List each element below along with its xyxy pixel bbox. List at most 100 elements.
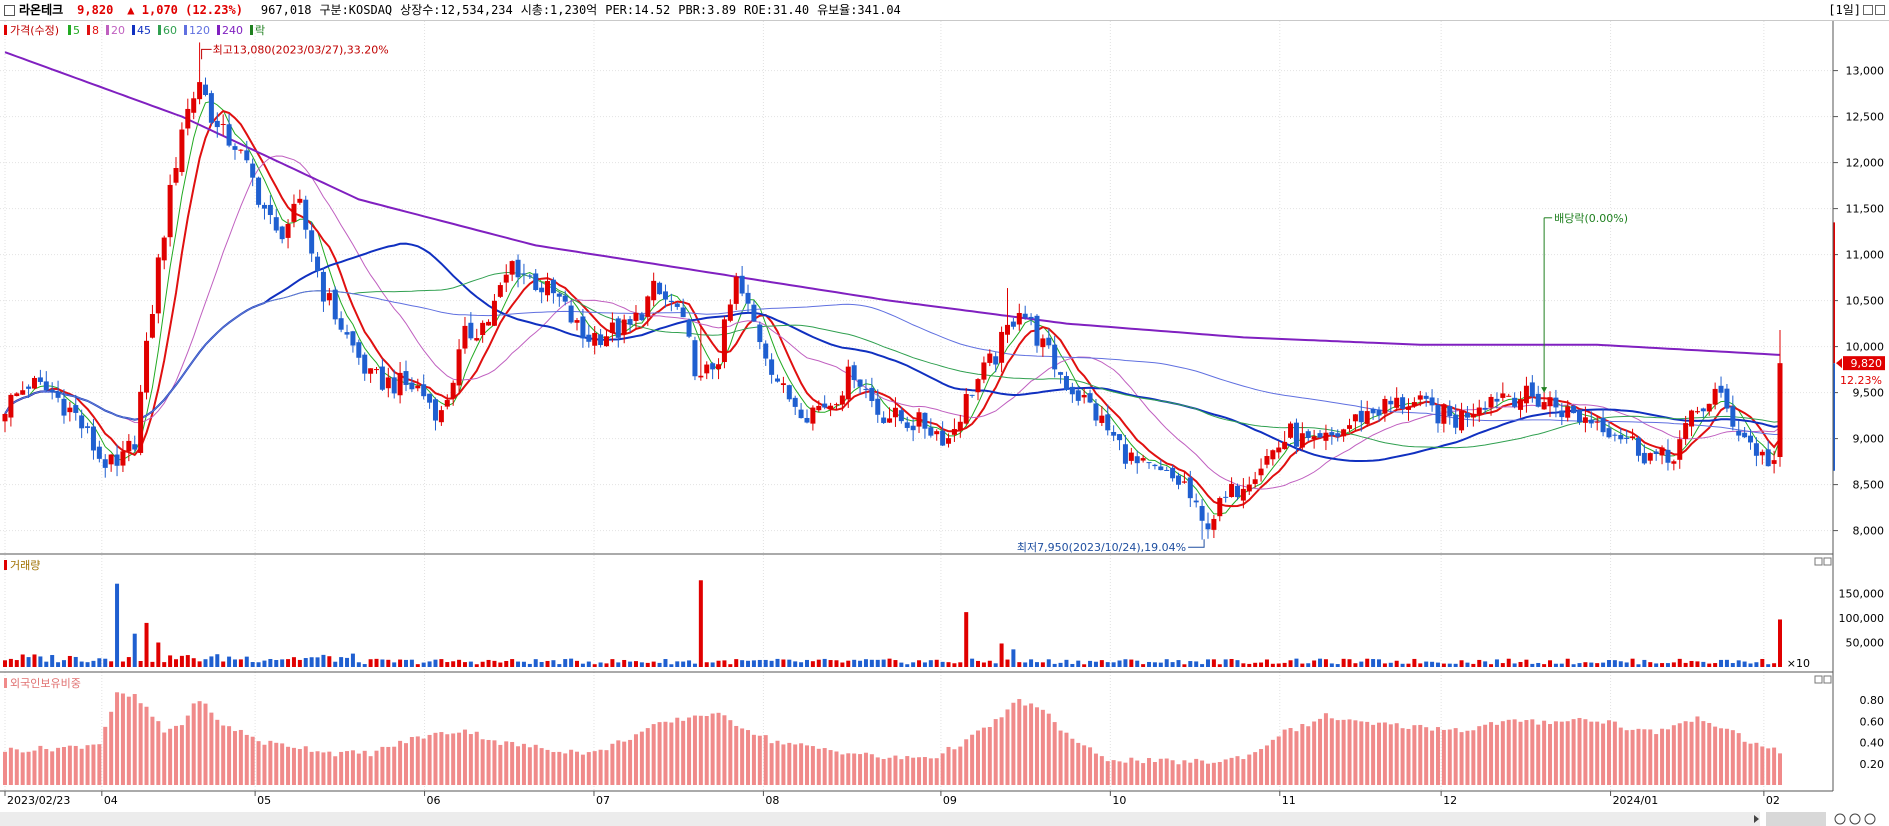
volume-bar [221,661,226,667]
volume-bar [492,660,497,667]
foreign-bar [516,746,521,785]
volume-bar [1677,658,1682,667]
zoom-in-icon[interactable] [1849,813,1861,825]
candle-body [1282,441,1288,450]
foreign-bar [1388,724,1393,785]
legend-ma-label: 45 [137,24,151,37]
volume-panel-min-icon[interactable] [1814,557,1823,566]
volume-bar [775,658,780,667]
candle-body [1494,398,1500,402]
close-icon[interactable] [1875,5,1885,15]
volume-bar [1742,661,1747,667]
candle-body [67,407,73,413]
legend-ma-label: 120 [189,24,210,37]
volume-bar [858,660,863,667]
volume-bar [1323,659,1328,667]
foreign-bar [1017,699,1022,785]
volume-bar [1471,663,1476,667]
zoom-out-icon[interactable] [1834,813,1846,825]
candle-body [267,204,273,216]
candle-body [1753,443,1759,456]
foreign-bar [474,731,479,785]
foreign-bar [1093,753,1098,785]
foreign-bar [303,746,308,785]
candle-body [556,293,562,297]
candle-body [987,353,993,363]
volume-bar [586,661,591,667]
volume-bar [1200,664,1205,667]
foreign-panel-close-icon[interactable] [1823,675,1832,684]
volume-bar [751,660,756,667]
minimize-icon[interactable] [1863,5,1873,15]
foreign-bar [1282,729,1287,785]
volume-bar [126,657,131,667]
foreign-bar [1211,762,1216,785]
foreign-bar [1654,734,1659,785]
candle-body [527,275,533,277]
zoom-controls[interactable] [1834,813,1876,825]
volume-bar [1335,664,1340,667]
candle-body [916,412,922,427]
foreign-panel-min-icon[interactable] [1814,675,1823,684]
volume-bar [486,659,491,667]
candle-body [892,407,898,418]
foreign-bar [1648,729,1653,785]
candle-body [1288,423,1294,438]
candle-body [1164,469,1170,471]
volume-bar [1359,661,1364,667]
candle-body [1352,414,1358,422]
candle-body [822,403,828,408]
candle-body [769,359,775,375]
horizontal-scrollbar[interactable] [0,812,1760,826]
foreign-bar [1760,746,1765,785]
volume-bar [179,655,184,667]
candle-body [1665,449,1671,463]
volume-bar [56,662,61,667]
candle-body [415,385,421,389]
candle-body [202,84,208,95]
candle-body [1453,414,1459,428]
volume-bar [716,660,721,667]
volume-bar [421,662,426,667]
volume-bar [1205,659,1210,667]
foreign-bar [3,751,7,785]
date-tick-label: 10 [1112,794,1126,807]
candle-body [1140,458,1146,461]
candle-body [668,300,674,303]
volume-bar [804,659,809,667]
volume-bar [67,655,72,667]
period-selector[interactable]: [1일] [1828,3,1861,17]
volume-panel-close-icon[interactable] [1823,557,1832,566]
legend-ma-swatch [87,25,90,35]
volume-bar [1642,659,1647,667]
volume-bar [480,661,485,667]
foreign-bar [704,716,709,785]
candle-body [1193,500,1199,503]
zoom-reset-icon[interactable] [1864,813,1876,825]
foreign-bar [580,754,585,785]
volume-bar [1040,662,1045,667]
volume-bar [1029,659,1034,667]
foreign-bar [20,752,25,785]
roe-value: ROE:31.40 [744,3,810,17]
candle-body [332,289,338,320]
candle-body [1577,409,1583,423]
volume-bar [85,662,90,667]
foreign-bar [1052,722,1057,785]
volume-bar [999,643,1004,667]
candle-body [1382,398,1388,414]
foreign-bar [498,744,503,785]
volume-bar [1400,663,1405,667]
scroll-right-icon[interactable] [1754,815,1759,823]
foreign-bar [651,724,656,785]
foreign-bar [586,752,591,785]
stock-chart[interactable]: 13,000 12,500 12,000 11,500 11,000 10,500 10,0… [0,21,1889,826]
foreign-bar [1542,720,1547,785]
foreign-bar [781,744,786,785]
candle-body [698,375,704,378]
scrollbar-thumb[interactable] [1766,812,1826,826]
volume-bar [191,658,196,667]
panel-toggle-icon[interactable] [4,5,15,16]
candle-body [1311,436,1317,439]
stock-name[interactable]: 라온테크 [19,3,64,17]
